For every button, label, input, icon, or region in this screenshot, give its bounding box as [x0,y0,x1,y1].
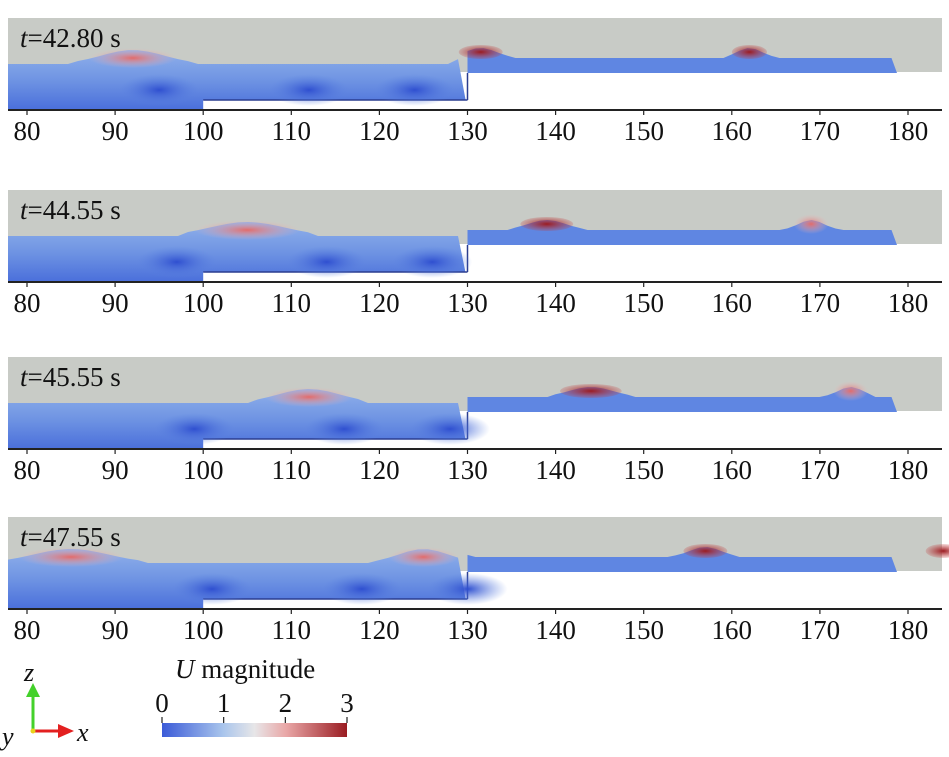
submerged-sill [203,100,468,110]
x-tick-label: 180 [887,116,929,146]
x-tick-label: 90 [101,615,129,645]
x-tick-label: 170 [799,615,841,645]
low-velocity-zone [304,413,385,445]
x-tick-label: 180 [887,615,929,645]
low-velocity-zone [172,573,253,605]
x-tick-label: 150 [623,455,664,485]
wave-crest [264,387,353,407]
x-tick-label: 150 [623,615,664,645]
x-tick-label: 90 [101,116,129,146]
water-shelf-region [467,547,897,572]
low-velocity-zone [427,573,508,605]
wave-crest [194,220,301,240]
panel-1 [8,18,948,115]
wave-crest [18,547,124,567]
x-tick-label: 150 [623,288,664,318]
low-velocity-zone [286,246,367,278]
low-velocity-zone [374,74,455,106]
panel-2 [8,190,948,287]
x-tick-label: 80 [13,288,41,318]
x-tick-label: 140 [535,288,576,318]
x-tick-label: 110 [271,288,312,318]
y-axis-origin-dot [30,728,36,734]
low-velocity-zone [392,246,473,278]
panel-3 [8,357,948,454]
x-axis-label: x [77,718,89,747]
x-tick-label: 120 [359,615,400,645]
x-tick-label: 100 [182,288,224,318]
x-tick-label: 170 [799,455,841,485]
x-tick-label: 180 [887,288,929,318]
colorbar-tick-label: 2 [278,688,293,718]
x-tick-label: 80 [13,455,41,485]
colorbar-title: U magnitude [175,654,316,684]
wave-crest [683,544,728,558]
x-tick-label: 170 [799,116,841,146]
time-label: t=44.55 s [20,195,121,225]
wave-crest [925,544,949,558]
low-velocity-zone [409,413,490,445]
colorbar-tick-label: 1 [216,688,231,718]
x-tick-label: 160 [711,116,753,146]
x-tick-label: 90 [101,455,129,485]
x-tick-label: 120 [359,288,400,318]
x-tick-label: 90 [101,288,129,318]
shelf-block [467,245,948,282]
y-axis-label: y [2,722,14,751]
colorbar [162,723,347,737]
x-tick-label: 80 [13,615,41,645]
x-tick-label: 130 [447,615,488,645]
wave-crest [833,381,869,401]
x-tick-label: 120 [359,116,400,146]
wave-crest [793,214,829,234]
x-tick-label: 140 [535,615,576,645]
x-tick-label: 150 [623,116,664,146]
water-shelf-region [467,220,897,245]
x-tick-label: 170 [799,288,841,318]
time-label: t=42.80 s [20,23,121,53]
z-axis-label: z [24,658,35,687]
panel-4 [8,517,949,614]
wave-crest [88,48,177,68]
x-tick-label: 160 [711,288,753,318]
low-velocity-zone [154,413,235,445]
low-velocity-zone [321,573,402,605]
x-tick-label: 100 [182,455,224,485]
colorbar-tick-label: 0 [155,688,169,718]
low-velocity-zone [119,74,200,106]
x-axis-arrow-head [58,724,74,738]
breaking-crest [458,45,503,59]
x-tick-label: 100 [182,615,224,645]
shelf-block [467,412,948,449]
x-tick-label: 110 [271,615,312,645]
breaking-crest [520,217,574,231]
x-tick-label: 110 [271,455,312,485]
breaking-crest [560,384,622,398]
shelf-block [467,73,948,110]
x-tick-label: 100 [182,116,224,146]
shelf-block [467,572,948,609]
time-label: t=45.55 s [20,362,121,392]
x-tick-label: 120 [359,455,400,485]
x-tick-label: 180 [887,455,929,485]
submerged-sill [203,599,468,609]
x-tick-label: 110 [271,116,312,146]
time-label: t=47.55 s [20,522,121,552]
x-tick-label: 130 [447,455,488,485]
x-tick-label: 140 [535,455,576,485]
colorbar-tick-label: 3 [340,688,354,718]
x-tick-label: 130 [447,116,488,146]
water-shelf-region [467,48,897,73]
x-tick-label: 160 [711,455,753,485]
low-velocity-zone [268,74,349,106]
low-velocity-zone [136,246,217,278]
x-tick-label: 130 [447,288,488,318]
z-axis-arrow-head [26,683,40,697]
x-tick-label: 140 [535,116,576,146]
wave-crest [388,547,459,567]
x-tick-label: 80 [13,116,41,146]
x-tick-label: 160 [711,615,753,645]
wave-crest [731,45,768,59]
